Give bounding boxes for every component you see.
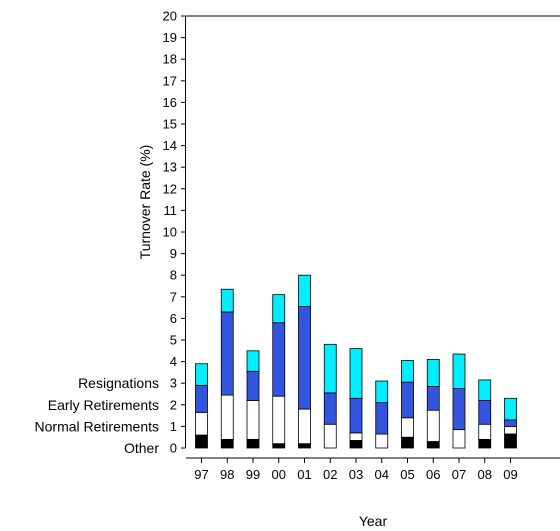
legend-item-2: Normal Retirements (35, 418, 159, 434)
bar-05-series-2 (401, 381, 414, 419)
x-tick-label-99: 99 (246, 467, 260, 482)
bar-01-series-1 (298, 408, 311, 445)
legend-item-0: Resignations (78, 375, 159, 391)
bar-04-series-3 (375, 380, 389, 404)
bar-97-series-0 (195, 434, 208, 449)
y-tick-label-11: 11 (164, 203, 178, 218)
y-tick-label-14: 14 (163, 138, 177, 153)
bar-07-series-2 (452, 388, 466, 431)
bar-98-series-3 (220, 288, 234, 313)
bar-07-series-1 (452, 429, 466, 449)
bar-09-series-1 (504, 425, 517, 435)
legend-item-1: Early Retirements (48, 397, 159, 413)
bar-00-series-3 (272, 294, 286, 324)
x-tick-label-03: 03 (349, 467, 363, 482)
bar-98-series-1 (220, 394, 234, 440)
bar-98-series-2 (220, 311, 234, 396)
bar-03-series-0 (349, 440, 363, 449)
x-tick-label-98: 98 (220, 467, 234, 482)
plot-area (185, 15, 560, 459)
y-tick-label-3: 3 (170, 376, 177, 391)
y-tick-label-2: 2 (170, 397, 177, 412)
bar-02-series-3 (323, 343, 337, 394)
x-tick-label-08: 08 (478, 467, 492, 482)
x-tick-label-00: 00 (272, 467, 286, 482)
legend: Resignations Early Retirements Normal Reti… (35, 375, 160, 456)
bar-02-series-2 (323, 392, 337, 425)
bar-00-series-1 (272, 395, 286, 445)
bar-05-series-3 (401, 360, 414, 383)
bar-99-series-1 (246, 400, 260, 440)
bar-06-series-3 (426, 359, 440, 387)
y-tick-label-6: 6 (170, 311, 177, 326)
y-tick-label-5: 5 (170, 333, 177, 348)
bar-08-series-3 (478, 379, 492, 401)
bar-03-series-2 (349, 397, 363, 434)
bar-98-series-0 (220, 438, 234, 449)
bar-09-series-2 (504, 419, 517, 427)
y-tick-label-1: 1 (170, 419, 177, 434)
bar-02-series-1 (323, 423, 337, 449)
y-tick-label-12: 12 (163, 181, 177, 196)
y-tick-label-9: 9 (170, 246, 177, 261)
bar-97-series-3 (195, 363, 208, 386)
bar-09-series-3 (504, 397, 517, 421)
y-tick-label-7: 7 (170, 289, 177, 304)
bar-03-series-3 (349, 348, 363, 399)
bar-07-series-3 (452, 353, 466, 390)
bar-08-series-2 (478, 400, 492, 425)
bar-06-series-0 (426, 441, 440, 449)
legend-item-3: Other (124, 440, 159, 456)
bar-99-series-3 (246, 350, 260, 372)
y-tick-label-8: 8 (170, 268, 177, 283)
bar-97-series-1 (195, 411, 208, 436)
bar-99-series-2 (246, 370, 260, 401)
bar-00-series-2 (272, 322, 286, 397)
bar-04-series-1 (375, 433, 389, 449)
bar-01-series-0 (298, 443, 311, 449)
y-tick-label-4: 4 (170, 354, 177, 369)
y-tick-label-10: 10 (163, 225, 177, 240)
bar-01-series-2 (298, 306, 311, 410)
y-tick-label-18: 18 (163, 52, 177, 67)
bar-06-series-1 (426, 409, 440, 442)
y-tick-label-0: 0 (170, 441, 177, 456)
bar-05-series-0 (401, 436, 414, 449)
y-tick-label-15: 15 (163, 117, 177, 132)
y-tick-label-17: 17 (163, 73, 177, 88)
x-tick-label-07: 07 (452, 467, 466, 482)
x-tick-label-04: 04 (375, 467, 389, 482)
bar-04-series-2 (375, 402, 389, 435)
bar-08-series-0 (478, 438, 492, 449)
y-tick-label-20: 20 (163, 9, 177, 24)
x-tick-label-06: 06 (426, 467, 440, 482)
bar-97-series-2 (195, 384, 208, 413)
x-tick-label-01: 01 (297, 467, 311, 482)
bar-09-series-0 (504, 433, 517, 449)
bar-99-series-0 (246, 438, 260, 449)
bar-03-series-1 (349, 432, 363, 441)
bar-01-series-3 (298, 274, 311, 307)
x-tick-label-05: 05 (400, 467, 414, 482)
bar-stacks (195, 274, 517, 449)
x-tick-label-02: 02 (323, 467, 337, 482)
y-tick-label-19: 19 (163, 30, 177, 45)
bar-06-series-2 (426, 386, 440, 411)
bar-00-series-0 (272, 443, 286, 449)
x-tick-label-97: 97 (194, 467, 208, 482)
bar-08-series-1 (478, 423, 492, 440)
y-tick-label-13: 13 (163, 160, 177, 175)
bar-05-series-1 (401, 417, 414, 438)
x-axis-title: Year (359, 513, 388, 529)
y-axis-title: Turnover Rate (%) (137, 145, 153, 260)
x-tick-label-09: 09 (503, 467, 517, 482)
y-tick-label-16: 16 (163, 95, 177, 110)
